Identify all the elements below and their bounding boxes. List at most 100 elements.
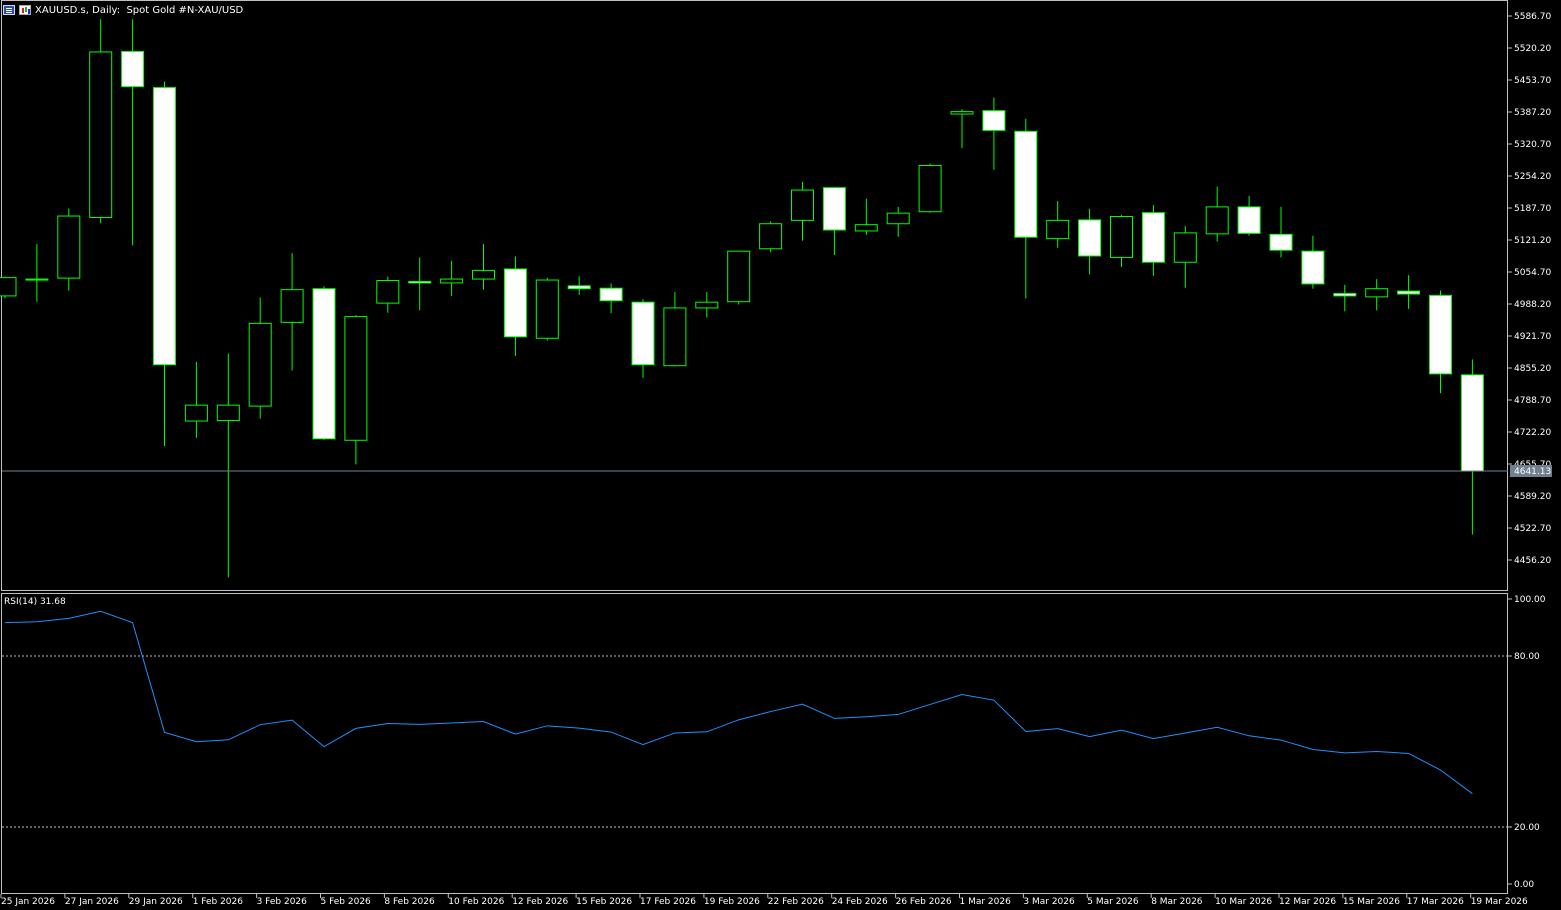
price-tick-label: 5520.20	[1514, 44, 1551, 54]
x-tick-label: 12 Mar 2026	[1279, 897, 1336, 907]
candle-body-down	[1141, 212, 1165, 263]
rsi-tick-label: 20.00	[1514, 823, 1540, 833]
candle-body-down	[153, 87, 176, 366]
price-tick-label: 4456.20	[1514, 556, 1551, 566]
x-tick-label: 1 Feb 2026	[193, 897, 244, 907]
menu-icon[interactable]	[3, 5, 15, 15]
candle-body-down	[503, 268, 527, 338]
rsi-panel-frame	[1, 593, 1508, 894]
x-tick-label: 19 Feb 2026	[704, 897, 760, 907]
candle-body-up	[440, 278, 464, 284]
candle-body-down	[1301, 250, 1325, 285]
candle-body-up	[376, 280, 400, 304]
x-tick-label: 3 Mar 2026	[1023, 897, 1075, 907]
price-tick-label: 5320.70	[1514, 140, 1551, 150]
x-tick-label: 19 Mar 2026	[1471, 897, 1528, 907]
price-tick-label: 5121.20	[1514, 236, 1551, 246]
candle-body-down	[1014, 130, 1038, 238]
x-tick-label: 3 Feb 2026	[257, 897, 308, 907]
rsi-label: RSI(14) 31.68	[4, 597, 66, 607]
x-tick-label: 22 Feb 2026	[768, 897, 824, 907]
candle-body-up	[695, 301, 719, 309]
candle-body-up	[1365, 288, 1389, 298]
candle-body-up	[1205, 206, 1229, 235]
rsi-line	[4, 610, 1473, 795]
candle-body-down	[599, 287, 623, 302]
candle-body-down	[1078, 219, 1102, 257]
x-tick-label: 15 Mar 2026	[1343, 897, 1400, 907]
description-label: Spot Gold #N-XAU/USD	[126, 4, 244, 16]
candle-body-down	[1397, 290, 1421, 295]
price-tick-label: 4522.70	[1514, 524, 1551, 534]
candle-body-up	[854, 224, 878, 232]
x-tick-label: 1 Mar 2026	[960, 897, 1012, 907]
candle-body-down	[408, 280, 432, 284]
price-tick-label: 4722.20	[1514, 428, 1551, 438]
candle-body-up	[1046, 219, 1070, 240]
candle-body-up	[535, 279, 559, 339]
price-tick-label: 5187.70	[1514, 204, 1551, 214]
x-tick-label: 5 Feb 2026	[321, 897, 372, 907]
candle-body-down	[822, 187, 846, 231]
price-tick-label: 4655.70	[1514, 460, 1551, 470]
candle-body-up	[663, 307, 687, 367]
price-tick-label: 4988.20	[1514, 300, 1551, 310]
price-tick-label: 5054.70	[1514, 268, 1551, 278]
timeframe-label: Daily:	[92, 4, 121, 16]
candle-body-up	[759, 223, 783, 250]
candle-body-up	[886, 212, 910, 225]
candle-body-up	[216, 404, 240, 422]
candle-body-up	[950, 111, 974, 115]
candle-body-down	[312, 288, 336, 440]
x-tick-label: 5 Mar 2026	[1087, 897, 1139, 907]
price-tick-label: 5586.70	[1514, 12, 1551, 22]
rsi-layer: 100.00 80.00 20.00 0.00	[2, 595, 1546, 890]
candle-body-down	[1237, 206, 1261, 234]
candle-body-down	[1429, 294, 1452, 375]
x-tick-label: 15 Feb 2026	[576, 897, 632, 907]
x-tick-label: 8 Mar 2026	[1151, 897, 1203, 907]
price-tick-label: 4788.70	[1514, 396, 1551, 406]
x-tick-label: 10 Mar 2026	[1215, 897, 1272, 907]
candle-body-up	[57, 215, 81, 279]
candle-body-down	[1333, 293, 1357, 297]
candle-body-up	[25, 278, 49, 281]
chart-icon[interactable]	[19, 5, 31, 15]
x-axis: 25 Jan 2026 27 Jan 2026 29 Jan 2026 1 Feb 2…	[0, 894, 1528, 907]
price-axis: 5586.70 5520.20 5453.70 5387.20 5320.70 5254.…	[1508, 12, 1552, 566]
rsi-tick-label: 80.00	[1514, 652, 1540, 662]
x-tick-label: 27 Jan 2026	[65, 897, 119, 907]
candle-body-down	[631, 301, 655, 366]
candle-body-down	[1269, 233, 1293, 251]
x-tick-label: 17 Mar 2026	[1407, 897, 1464, 907]
candle-body-up	[89, 51, 113, 218]
candle-body-up	[1173, 232, 1197, 263]
x-tick-label: 29 Jan 2026	[129, 897, 183, 907]
x-tick-label: 17 Feb 2026	[640, 897, 696, 907]
candle-body-up	[248, 322, 272, 407]
candle-body-up	[918, 165, 942, 213]
chart-header: XAUUSD.s, Daily: Spot Gold #N-XAU/USD	[3, 3, 243, 17]
candle-body-up	[791, 189, 814, 221]
candles-group	[0, 19, 1508, 578]
candle-body-up	[184, 404, 208, 422]
candle-body-up	[280, 289, 304, 323]
candle-body-down	[121, 50, 145, 88]
rsi-tick-label: 100.00	[1514, 595, 1546, 605]
candle-body-down	[1460, 374, 1484, 472]
candle-body-up	[472, 269, 495, 280]
price-tick-label: 4855.20	[1514, 364, 1551, 374]
x-tick-label: 24 Feb 2026	[832, 897, 888, 907]
candle-body-up	[1110, 216, 1133, 258]
candle-body-up	[727, 250, 751, 303]
x-tick-label: 10 Feb 2026	[448, 897, 504, 907]
price-tick-label: 4589.20	[1514, 492, 1551, 502]
price-tick-label: 4921.70	[1514, 332, 1551, 342]
candle-body-down	[567, 285, 591, 290]
candle-body-down	[982, 110, 1006, 131]
current-price-tag	[1510, 465, 1552, 478]
candle-body-up	[0, 277, 17, 297]
x-tick-label: 26 Feb 2026	[896, 897, 952, 907]
price-panel-frame	[1, 0, 1508, 591]
